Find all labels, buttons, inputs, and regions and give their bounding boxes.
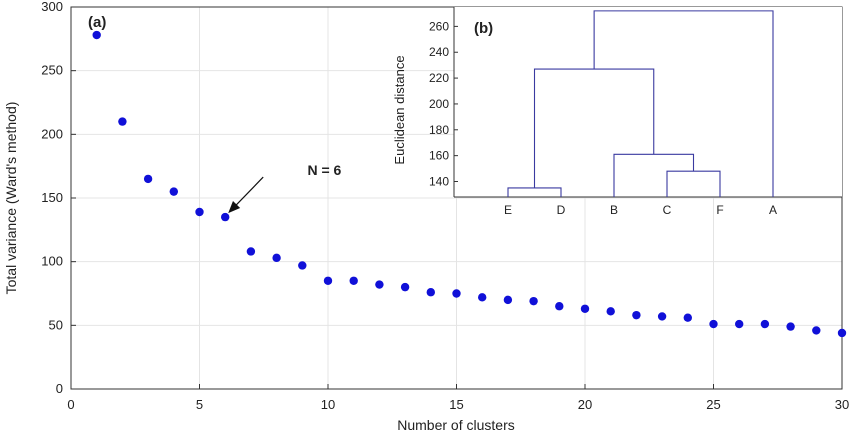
inset-tick-labels: 140 160 180 200 220 240 260 bbox=[429, 19, 774, 197]
inset-y-tick-label: 260 bbox=[429, 19, 449, 33]
leaf-label: E bbox=[504, 203, 512, 217]
data-point bbox=[632, 310, 641, 320]
dendrogram-links bbox=[507, 10, 774, 197]
main-y-axis-label: Total variance (Ward's method) bbox=[3, 102, 19, 295]
data-point bbox=[580, 304, 590, 313]
main-x-axis-label: Number of clusters bbox=[397, 417, 514, 433]
data-point bbox=[657, 312, 667, 321]
x-tick-label: 15 bbox=[449, 397, 463, 412]
leaf-label: B bbox=[610, 203, 618, 217]
dendrogram-panel: 140 160 180 200 220 240 260 E D B C F A (b) Euclide… bbox=[392, 7, 842, 217]
data-point bbox=[298, 261, 307, 270]
x-tick-label: 10 bbox=[321, 397, 335, 412]
data-points bbox=[92, 30, 847, 338]
data-point bbox=[400, 282, 410, 292]
annotation-arrow-head bbox=[228, 201, 241, 214]
data-point bbox=[452, 289, 461, 298]
annotation: N = 6 bbox=[228, 162, 342, 214]
y-tick-label: 200 bbox=[41, 126, 63, 141]
data-point bbox=[555, 302, 564, 311]
y-tick-label: 0 bbox=[56, 381, 63, 396]
x-tick-label: 20 bbox=[578, 397, 592, 412]
data-point bbox=[246, 247, 256, 256]
data-point bbox=[118, 117, 127, 126]
data-point bbox=[92, 30, 101, 40]
inset-y-tick-label: 160 bbox=[429, 149, 449, 163]
data-point bbox=[375, 280, 384, 289]
inset-background bbox=[454, 7, 842, 197]
dendrogram-link bbox=[666, 170, 721, 197]
data-point bbox=[786, 322, 795, 331]
x-tick-label: 25 bbox=[706, 397, 720, 412]
data-point bbox=[426, 288, 435, 297]
data-point bbox=[143, 174, 153, 184]
x-tick-label: 30 bbox=[835, 397, 849, 412]
data-point bbox=[760, 319, 770, 329]
y-tick-label: 100 bbox=[41, 254, 63, 269]
inset-y-tick-label: 220 bbox=[429, 71, 449, 85]
inset-y-tick-label: 140 bbox=[429, 174, 449, 188]
data-point bbox=[735, 319, 744, 329]
data-point bbox=[837, 328, 847, 338]
y-tick-label: 250 bbox=[41, 63, 63, 78]
data-point bbox=[503, 295, 513, 305]
dendrogram-link bbox=[613, 153, 695, 197]
inset-y-tick-label: 240 bbox=[429, 45, 449, 59]
data-point bbox=[221, 212, 230, 222]
dendrogram-link bbox=[593, 10, 774, 197]
x-tick-label: 5 bbox=[196, 397, 203, 412]
panel-label-b: (b) bbox=[474, 20, 493, 37]
data-point bbox=[349, 276, 358, 285]
annotation-arrow-line bbox=[233, 176, 264, 208]
data-point bbox=[606, 307, 615, 316]
inset-y-tick-label: 180 bbox=[429, 123, 449, 137]
inset-y-axis-label: Euclidean distance bbox=[392, 55, 407, 164]
data-point bbox=[272, 253, 281, 263]
data-point bbox=[478, 293, 487, 302]
annotation-label: N = 6 bbox=[307, 162, 341, 178]
y-tick-label: 150 bbox=[41, 190, 63, 205]
inset-y-tick-label: 200 bbox=[429, 97, 449, 111]
data-point bbox=[169, 187, 178, 196]
data-point bbox=[709, 319, 718, 329]
leaf-label: D bbox=[557, 203, 566, 217]
data-point bbox=[529, 296, 538, 306]
data-point bbox=[812, 326, 821, 335]
y-tick-label: 50 bbox=[49, 317, 63, 332]
leaf-label: F bbox=[716, 203, 723, 217]
panel-label-a: (a) bbox=[88, 14, 106, 31]
data-point bbox=[195, 207, 204, 217]
x-tick-label: 0 bbox=[67, 397, 74, 412]
leaf-label: C bbox=[663, 203, 672, 217]
y-tick-label: 300 bbox=[41, 0, 63, 14]
leaf-label: A bbox=[769, 203, 777, 217]
data-point bbox=[323, 276, 333, 285]
data-point bbox=[683, 313, 692, 322]
